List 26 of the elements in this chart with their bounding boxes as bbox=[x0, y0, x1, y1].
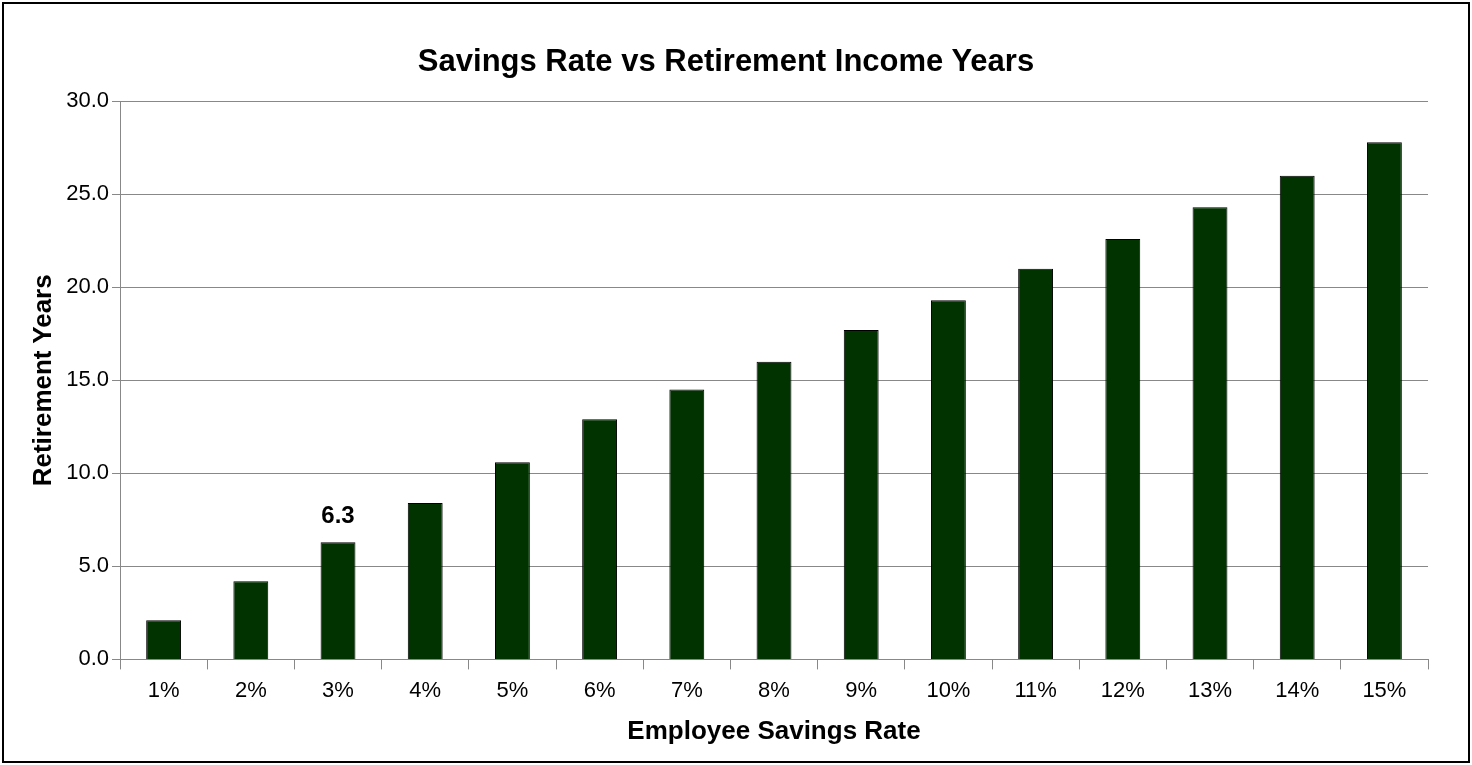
y-tick-label: 5.0 bbox=[78, 552, 110, 578]
x-tick-label: 1% bbox=[147, 676, 180, 702]
x-tick-label: 3% bbox=[322, 676, 354, 702]
y-tick-label: 10.0 bbox=[66, 459, 110, 485]
y-tick-label: 15.0 bbox=[66, 366, 110, 392]
chart-title: Savings Rate vs Retirement Income Years bbox=[417, 43, 1035, 79]
x-tick-label: 12% bbox=[1100, 676, 1145, 702]
x-tick-label: 9% bbox=[845, 676, 878, 702]
x-tick-label: 15% bbox=[1362, 676, 1407, 702]
y-tick-label: 20.0 bbox=[66, 273, 110, 299]
x-tick-label: 10% bbox=[926, 676, 971, 702]
x-tick-label: 7% bbox=[670, 676, 703, 702]
x-tick-label: 5% bbox=[496, 676, 529, 702]
x-tick-label: 13% bbox=[1187, 676, 1233, 702]
x-tick-label: 6% bbox=[583, 676, 616, 702]
y-tick-label: 0.0 bbox=[78, 645, 110, 671]
y-axis-title: Retirement Years bbox=[26, 274, 57, 487]
x-tick-label: 14% bbox=[1275, 676, 1320, 702]
x-tick-label: 4% bbox=[409, 676, 442, 702]
x-tick-label: 8% bbox=[758, 676, 790, 702]
x-tick-label: 11% bbox=[1014, 676, 1057, 702]
y-tick-label: 25.0 bbox=[66, 180, 110, 206]
x-tick-label: 2% bbox=[234, 676, 267, 702]
x-axis-title: Employee Savings Rate bbox=[627, 714, 921, 745]
data-label: 6.3 bbox=[321, 500, 355, 528]
y-tick-label: 30.0 bbox=[66, 87, 110, 113]
